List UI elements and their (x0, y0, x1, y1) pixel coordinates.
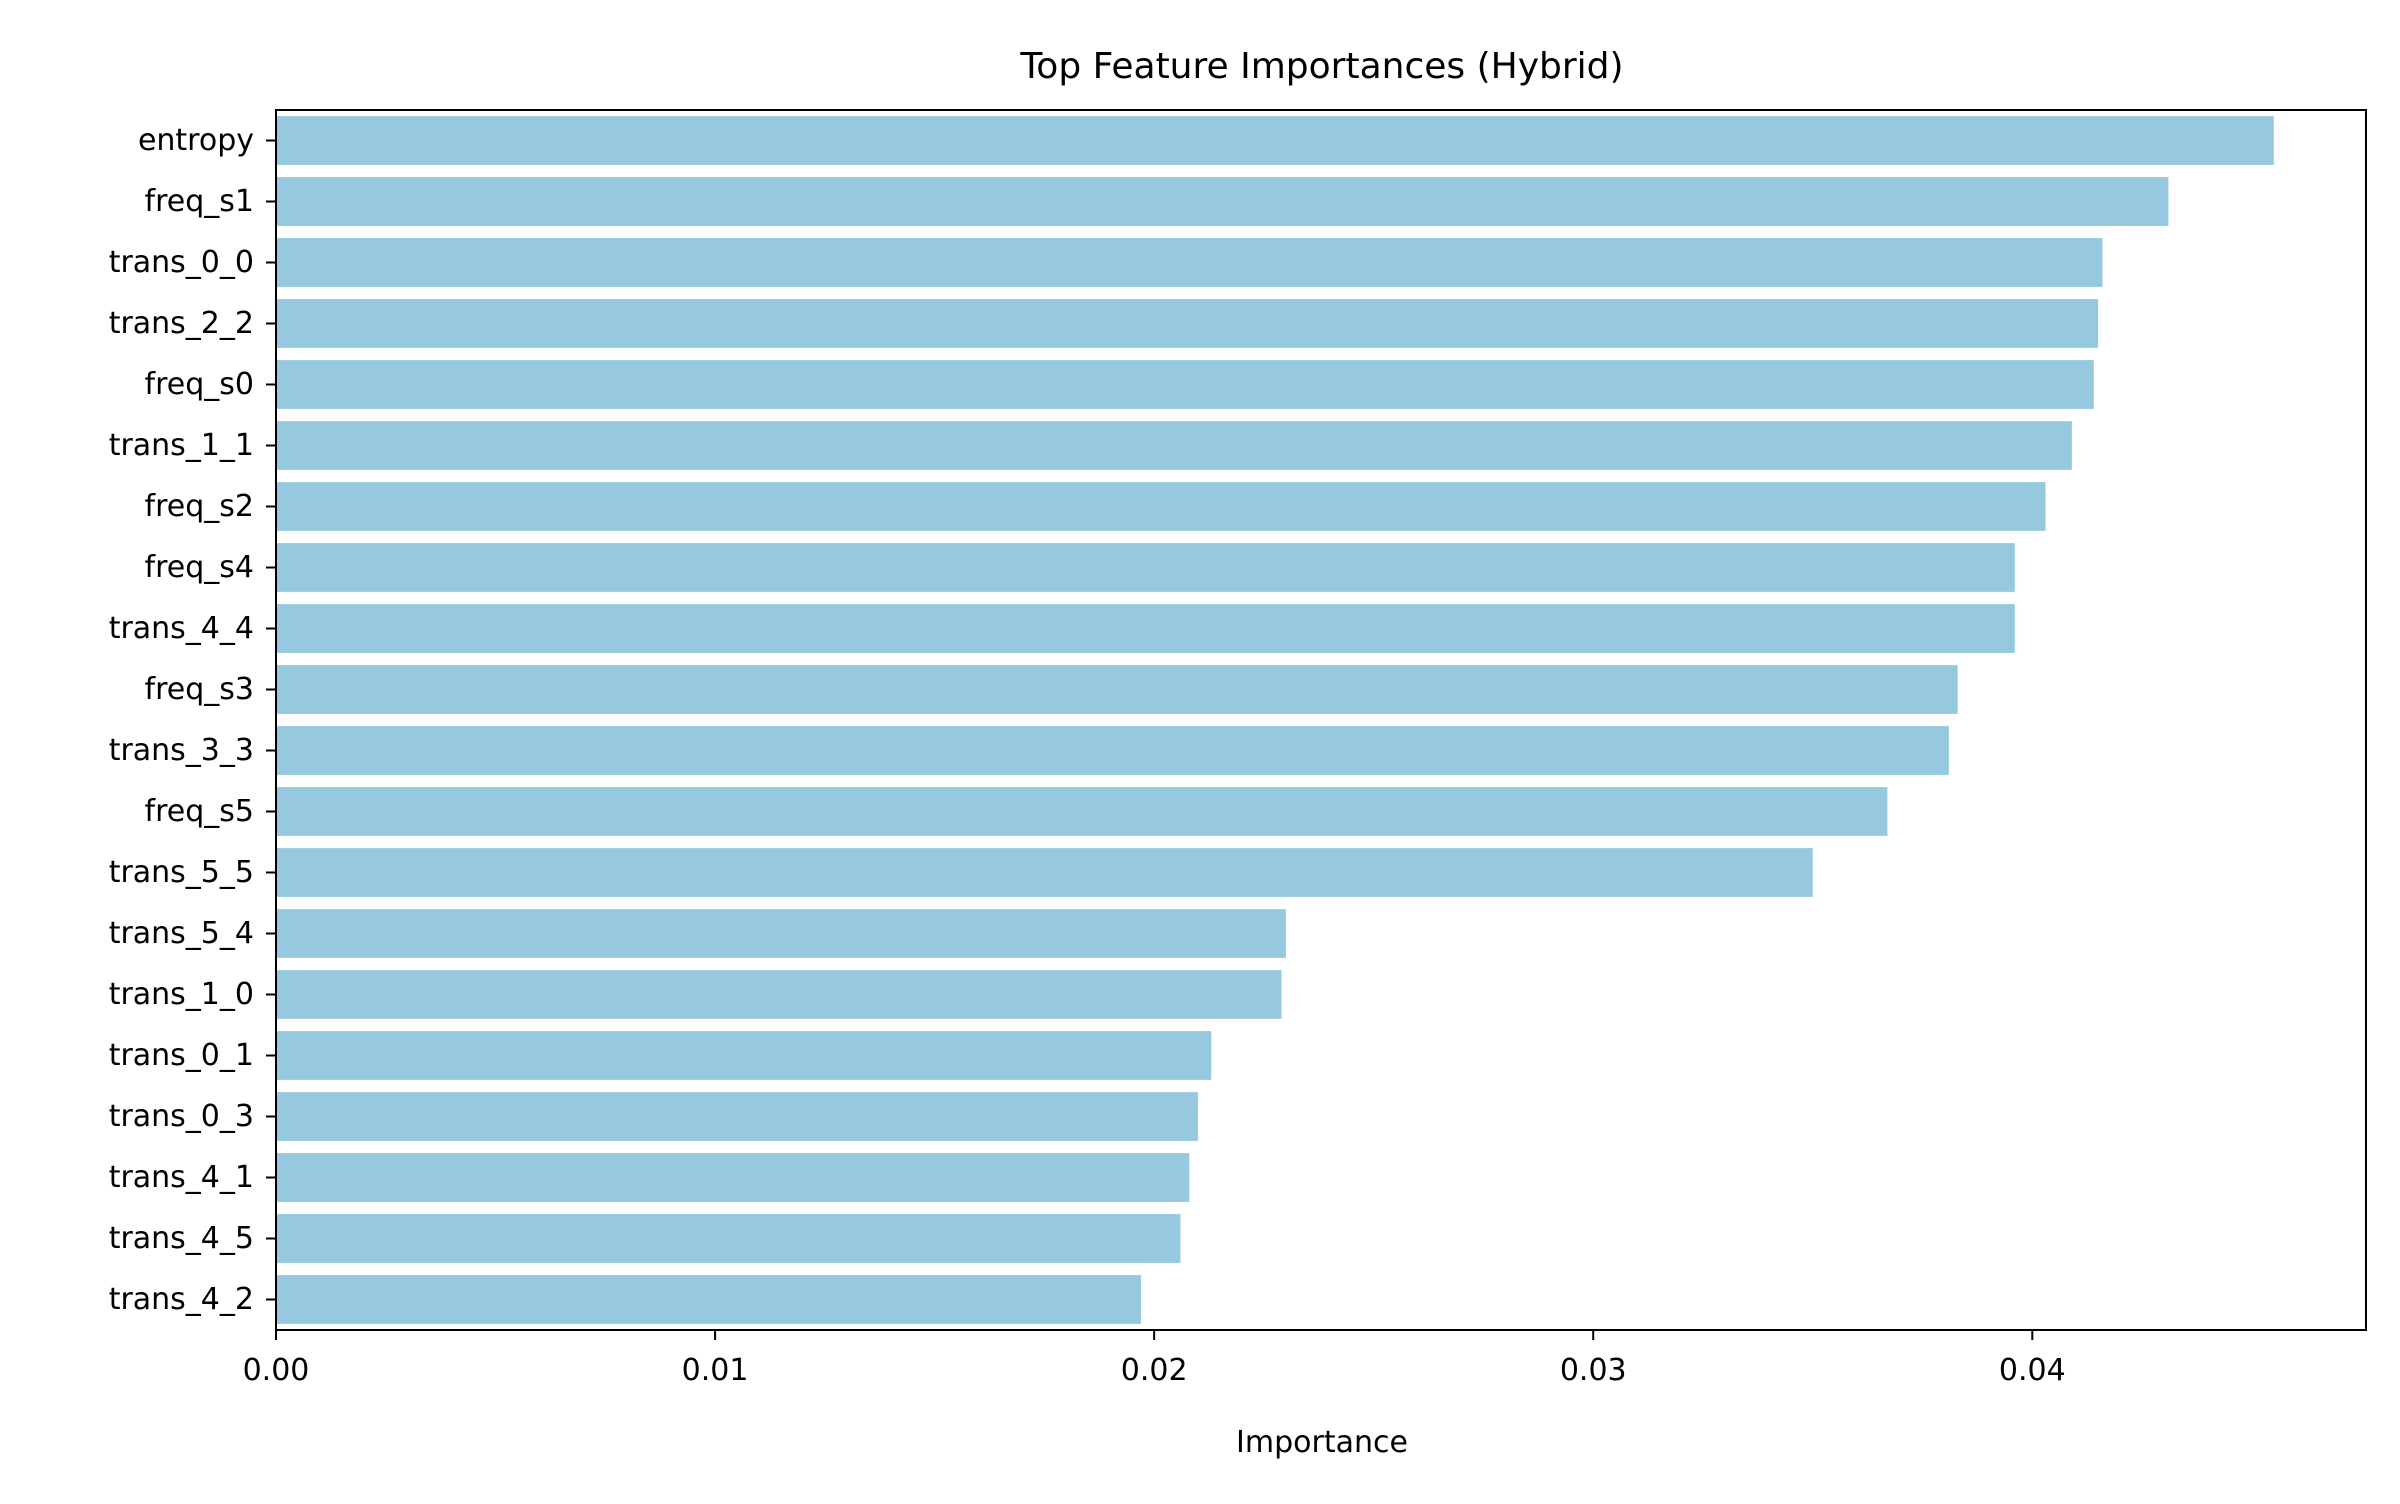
y-tick-label: trans_1_0 (109, 977, 254, 1012)
x-axis-ticks: 0.00 0.01 0.02 0.03 0.04 (243, 1330, 2066, 1388)
x-tick-label: 0.03 (1560, 1353, 1627, 1388)
bar-freq-s1 (276, 177, 2169, 226)
y-tick-label: freq_s2 (145, 489, 254, 524)
bar-freq-s3 (276, 665, 1958, 714)
bar-trans-1-1 (276, 421, 2072, 470)
y-tick-label: trans_4_5 (109, 1221, 254, 1256)
bar-trans-3-3 (276, 726, 1949, 775)
bars-group (276, 116, 2274, 1324)
bar-trans-5-5 (276, 848, 1813, 897)
bar-trans-0-3 (276, 1092, 1199, 1141)
y-tick-label: trans_5_4 (109, 916, 254, 951)
y-tick-label: trans_3_3 (109, 733, 254, 768)
y-tick-label: freq_s4 (145, 550, 254, 585)
bar-trans-1-0 (276, 970, 1282, 1019)
bar-trans-0-1 (276, 1031, 1212, 1080)
chart-title: Top Feature Importances (Hybrid) (1019, 46, 1623, 87)
y-tick-label: freq_s1 (145, 184, 254, 219)
bar-trans-4-1 (276, 1153, 1190, 1202)
bar-trans-4-4 (276, 604, 2015, 653)
y-tick-label: trans_0_1 (109, 1038, 254, 1073)
y-axis-ticks: entropy freq_s1 trans_0_0 trans_2_2 freq_s0t… (109, 123, 276, 1317)
x-tick-label: 0.01 (682, 1353, 749, 1388)
plot-area-frame (275, 109, 2367, 1331)
bar-trans-5-4 (276, 909, 1286, 958)
y-tick-label: trans_4_2 (109, 1282, 254, 1317)
y-tick-label: entropy (138, 123, 254, 158)
x-tick-label: 0.04 (1999, 1353, 2066, 1388)
bar-trans-0-0 (276, 238, 2103, 287)
bar-entropy (276, 116, 2274, 165)
y-tick-label: trans_2_2 (109, 306, 254, 341)
y-tick-label: trans_0_3 (109, 1099, 254, 1134)
x-tick-label: 0.00 (243, 1353, 310, 1388)
y-tick-label: trans_5_5 (109, 855, 254, 890)
y-tick-label: trans_4_4 (109, 611, 254, 646)
bar-freq-s5 (276, 787, 1888, 836)
y-tick-label: freq_s5 (145, 794, 254, 829)
x-axis-label: Importance (1236, 1425, 1408, 1460)
y-tick-label: freq_s0 (145, 367, 254, 402)
bar-trans-2-2 (276, 299, 2099, 348)
y-tick-label: trans_0_0 (109, 245, 254, 280)
bar-freq-s0 (276, 360, 2094, 409)
y-tick-label: trans_1_1 (109, 428, 254, 463)
bar-freq-s4 (276, 543, 2015, 592)
y-tick-label: trans_4_1 (109, 1160, 254, 1195)
bar-trans-4-5 (276, 1214, 1181, 1263)
bar-freq-s2 (276, 482, 2046, 531)
bar-trans-4-2 (276, 1275, 1141, 1324)
y-tick-label: freq_s3 (145, 672, 254, 707)
x-tick-label: 0.02 (1121, 1353, 1188, 1388)
